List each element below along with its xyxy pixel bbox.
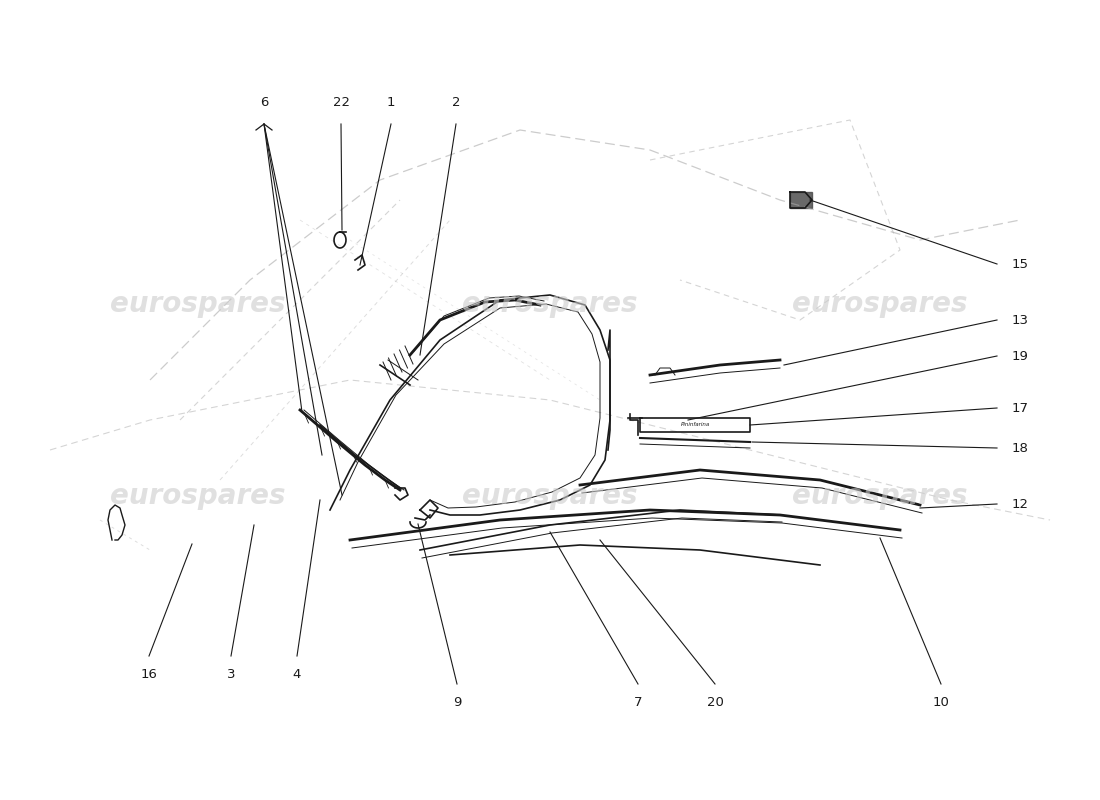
Text: eurospares: eurospares [462, 290, 638, 318]
Text: 6: 6 [260, 96, 268, 109]
Text: 20: 20 [706, 696, 724, 709]
Text: 17: 17 [1012, 402, 1028, 414]
Text: eurospares: eurospares [110, 482, 286, 510]
Text: 15: 15 [1012, 258, 1028, 270]
Text: eurospares: eurospares [792, 482, 968, 510]
Text: 13: 13 [1012, 314, 1028, 326]
Text: 16: 16 [141, 668, 157, 681]
Text: 4: 4 [293, 668, 301, 681]
Text: 18: 18 [1012, 442, 1028, 454]
Text: 22: 22 [332, 96, 350, 109]
Text: eurospares: eurospares [462, 482, 638, 510]
Text: 7: 7 [634, 696, 642, 709]
Text: 9: 9 [453, 696, 461, 709]
Text: 19: 19 [1012, 350, 1028, 362]
Text: eurospares: eurospares [110, 290, 286, 318]
Text: 3: 3 [227, 668, 235, 681]
Text: Pininfarina: Pininfarina [681, 422, 710, 427]
Polygon shape [790, 192, 812, 208]
Text: 2: 2 [452, 96, 460, 109]
Text: 12: 12 [1012, 498, 1028, 510]
Text: 10: 10 [933, 696, 949, 709]
Text: 1: 1 [387, 96, 395, 109]
Text: eurospares: eurospares [792, 290, 968, 318]
